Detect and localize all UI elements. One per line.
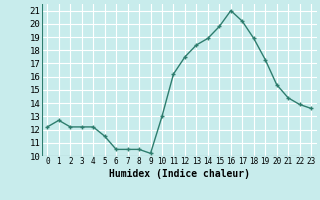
X-axis label: Humidex (Indice chaleur): Humidex (Indice chaleur)	[109, 169, 250, 179]
